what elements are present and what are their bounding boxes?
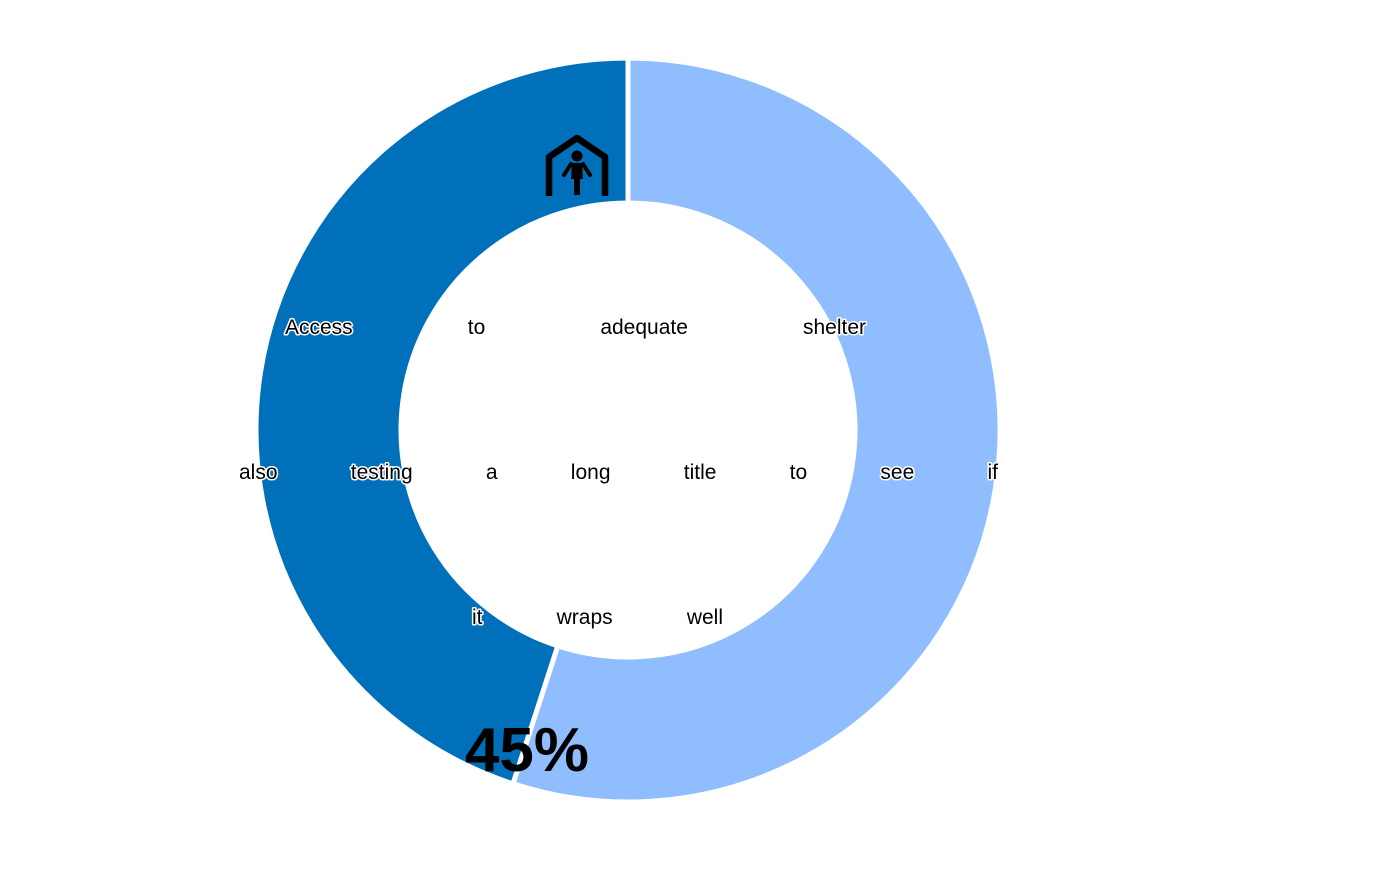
title-word: a xyxy=(486,461,498,484)
title-word: if xyxy=(988,461,999,484)
title-word: to xyxy=(468,316,486,339)
title-word: to xyxy=(790,461,808,484)
slice-remainder xyxy=(509,55,1003,805)
title-word: also xyxy=(239,461,278,484)
value-label: 45% xyxy=(465,716,589,785)
slices-layer xyxy=(253,55,1003,805)
title-word: see xyxy=(880,461,914,484)
title-word: long xyxy=(571,461,611,484)
shelter-person-icon xyxy=(545,134,609,196)
slice-primary xyxy=(253,55,631,787)
title-word: shelter xyxy=(803,316,866,339)
title-word: it xyxy=(472,606,483,629)
title-word: well xyxy=(686,606,723,629)
title-word: Access xyxy=(285,316,353,339)
title-word: testing xyxy=(351,461,413,484)
chart-title: Access to adequate shelter also testing a long t… xyxy=(238,315,1000,631)
title-word: wraps xyxy=(556,606,613,629)
title-word: adequate xyxy=(600,316,688,339)
title-word: title xyxy=(684,461,717,484)
